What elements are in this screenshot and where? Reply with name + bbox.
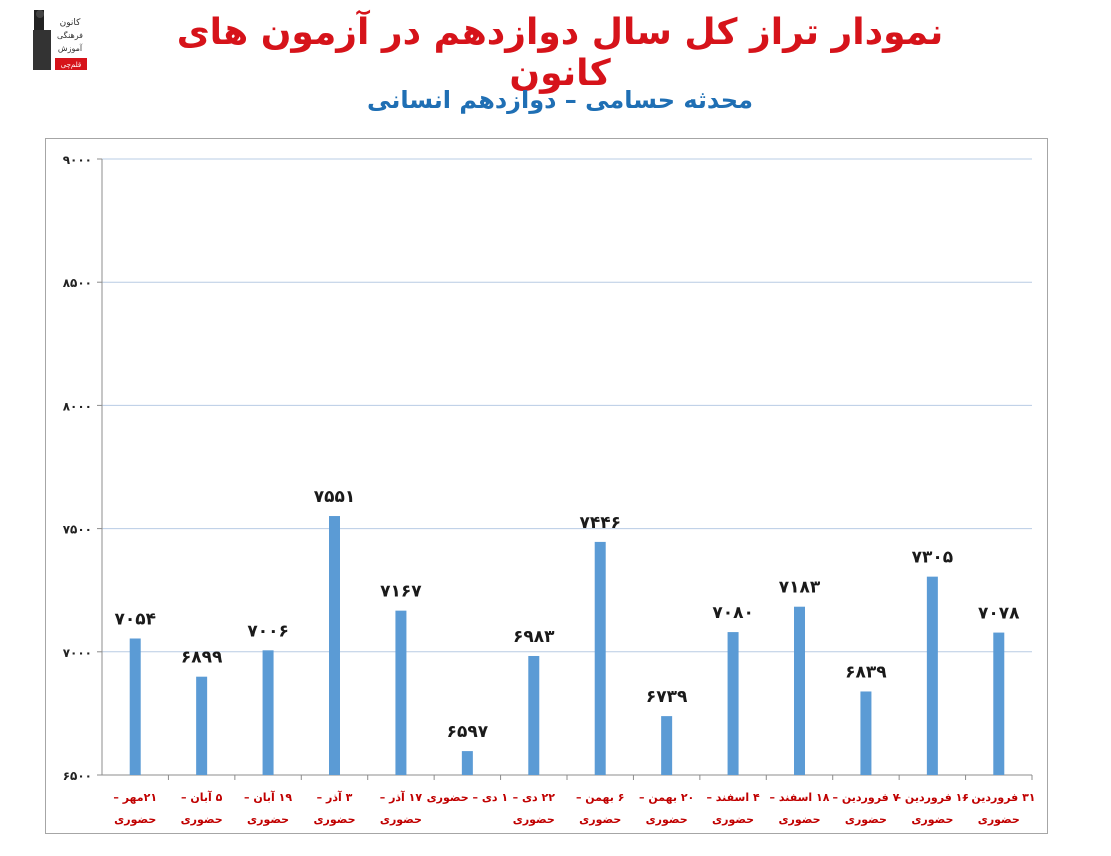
bar-chart: ۶۵۰۰ ۷۰۰۰ ۷۵۰۰ ۸۰۰۰ ۸۵۰۰ ۹۰۰۰ ۷۰۵۴ ۲۱مهر – حضوری… [63,153,1036,826]
x-tick-label: ۴ اسفند – [706,791,760,804]
x-tick-label-line-2: حضوری [712,813,754,826]
bar [661,716,673,775]
x-tick-label-line-2: حضوری [380,813,422,826]
bar [860,691,872,775]
data-label: ۷۴۴۶ [579,513,621,533]
x-tick-label-line-2: حضوری [778,813,820,826]
bar [395,610,407,775]
logo-line-4: قلم‌چی [61,61,81,69]
logo-line-3: آموزش [58,43,83,53]
y-tick-label: ۸۰۰۰ [63,399,92,413]
bar [528,655,540,775]
x-tick-label-line-2: حضوری [513,813,555,826]
x-tick-label-line-2: حضوری [845,813,887,826]
logo: کانون فرهنگی آموزش قلم‌چی [33,10,87,70]
bar [329,516,340,775]
x-tick-label: ۲۱مهر – [113,791,157,804]
logo-body [33,30,51,70]
data-label: ۷۳۰۵ [912,548,954,568]
bar [794,606,805,775]
data-label: ۷۰۷۸ [978,604,1020,624]
x-tick-label: ۱۷ آذر – [380,790,423,804]
data-label: ۶۹۸۳ [513,627,555,647]
x-tick-label-line-2: حضوری [911,813,953,826]
y-tick-label: ۷۰۰۰ [63,646,92,660]
bar [262,650,274,775]
bar [727,632,739,775]
y-tick-label: ۸۵۰۰ [63,276,92,290]
y-tick-label: ۹۰۰۰ [63,153,92,167]
logo-line-1: کانون [60,18,82,28]
logo-line-2: فرهنگی [57,30,83,40]
data-label: ۶۷۳۹ [646,687,688,707]
bar [461,751,473,775]
x-tick-label-line-2: حضوری [579,813,621,826]
x-tick-label: ۷ فروردین – [833,791,900,804]
data-label: ۷۱۸۳ [779,578,821,598]
x-tick-label: ۲۲ دی – [513,791,556,804]
bar [129,638,141,775]
chart-frame: ۶۵۰۰ ۷۰۰۰ ۷۵۰۰ ۸۰۰۰ ۸۵۰۰ ۹۰۰۰ ۷۰۵۴ ۲۱مهر – حضوری… [45,138,1048,834]
data-label: ۶۵۹۷ [447,722,489,742]
x-tick-label: ۶ بهمن – [576,791,625,804]
bar [594,541,606,775]
data-label: ۶۸۳۹ [845,662,887,682]
data-label: ۷۵۵۱ [314,487,356,507]
x-tick-label: ۳۱ فروردین – [962,791,1035,804]
bar [926,576,938,775]
bar [196,676,208,775]
data-label: ۷۰۵۴ [114,609,156,629]
x-tick-label-line-2: حضوری [313,813,355,826]
y-tick-label: ۶۵۰۰ [63,769,92,783]
chart-subtitle: محدثه حسامی – دوازدهم انسانی [367,86,753,114]
x-tick-label-line-2: حضوری [181,813,223,826]
x-tick-label: ۱۸ اسفند – [770,791,830,804]
x-tick-label: ۲۰ بهمن – [639,791,694,804]
bar [993,632,1005,775]
data-label: ۶۸۹۹ [181,648,223,668]
data-label: ۷۱۶۷ [380,582,422,602]
x-tick-label-line-2: حضوری [247,813,289,826]
y-tick-label: ۷۵۰۰ [63,523,92,537]
chart-title: نمودار تراز کل سال دوازدهم در آزمون های … [176,12,944,94]
logo-head [36,10,44,18]
logo-badge [55,58,87,70]
x-tick-label-line-2: حضوری [114,813,156,826]
data-label: ۷۰۰۶ [247,621,289,641]
data-label: ۷۰۸۰ [712,603,754,623]
x-tick-label-line-2: حضوری [646,813,688,826]
x-tick-label: ۱۶ فروردین – [896,791,970,804]
x-tick-label: ۱ دی – حضوری [427,791,509,804]
x-tick-label: ۳ آذر – [317,790,353,804]
x-tick-label: ۱۹ آبان – [244,790,292,804]
logo-figure [34,10,44,30]
x-tick-label-line-2: حضوری [978,813,1020,826]
x-tick-label: ۵ آبان – [181,790,223,804]
